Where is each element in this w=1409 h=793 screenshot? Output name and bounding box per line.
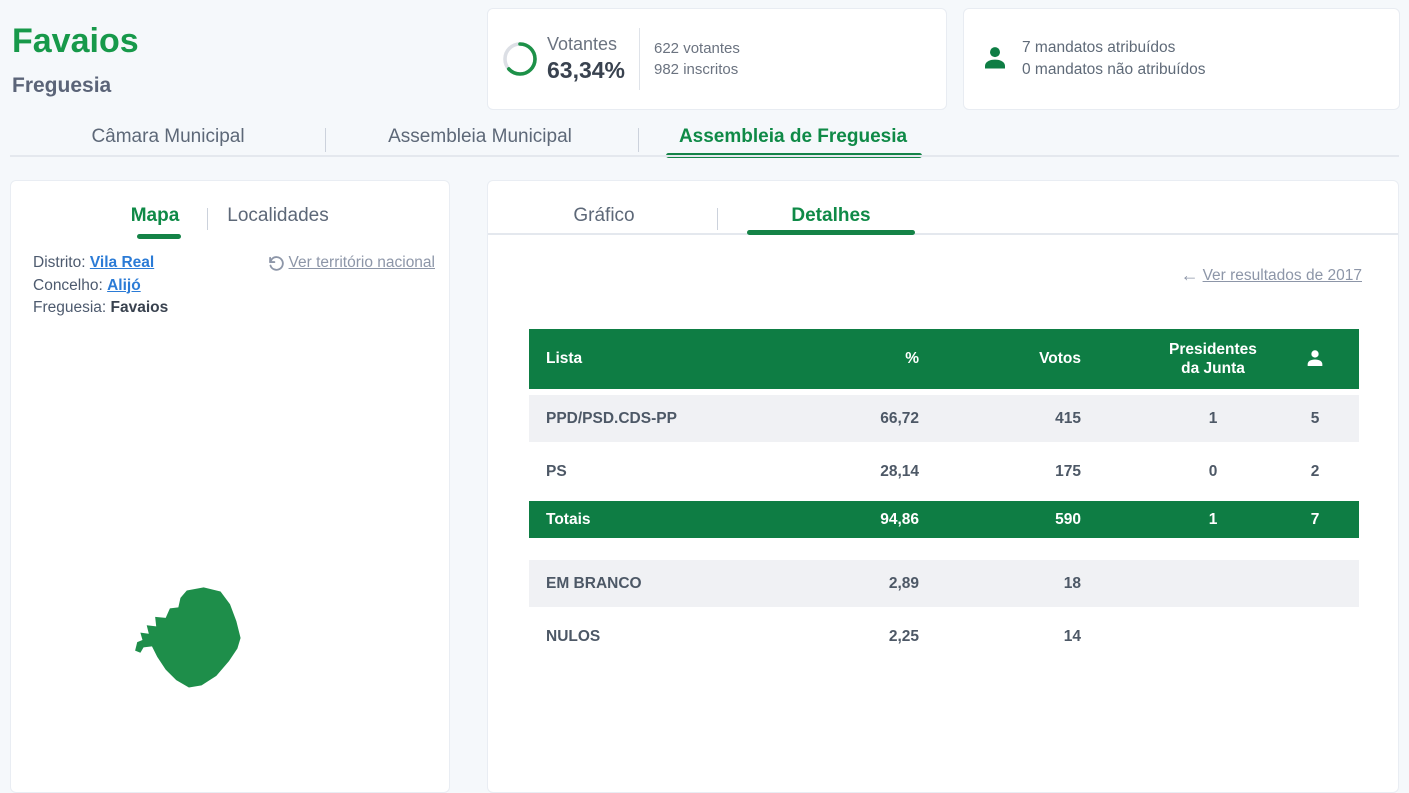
active-subtab-underline <box>747 230 915 235</box>
table-row-null-votes: NULOS 2,25 14 <box>529 613 1359 660</box>
header-presidentes: Presidentes da Junta <box>1169 341 1257 377</box>
turnout-gauge <box>501 40 539 78</box>
district-link[interactable]: Vila Real <box>89 254 155 271</box>
table-row: PS 28,14 175 0 2 <box>529 448 1359 495</box>
map-panel: Mapa Localidades Distrito: Vila Real Con… <box>10 180 450 793</box>
header-percent: % <box>905 350 919 367</box>
main-tab-bar: Câmara Municipal Assembleia Municipal As… <box>10 126 1400 158</box>
county-label: Concelho: <box>33 276 103 294</box>
tab-assembleia-municipal[interactable]: Assembleia Municipal <box>388 126 572 147</box>
turnout-card: Votantes 63,34% 622 votantes 982 inscrit… <box>487 8 947 110</box>
results-table: Lista % Votos Presidentes da Junta PPD/P… <box>529 329 1359 666</box>
tab-localidades[interactable]: Localidades <box>227 205 329 226</box>
mandates-card: 7 mandatos atribuídos 0 mandatos não atr… <box>963 8 1400 110</box>
national-territory-link[interactable]: Ver território nacional <box>268 254 435 272</box>
parish-value: Favaios <box>110 299 169 316</box>
left-arrow-icon: ← <box>1180 265 1199 285</box>
turnout-gauge-arc <box>503 42 537 76</box>
table-row: PPD/PSD.CDS-PP 66,72 415 1 5 <box>529 395 1359 442</box>
tab-separator <box>207 208 208 230</box>
mandates-unassigned: 0 mandatos não atribuídos <box>1022 61 1206 78</box>
subtab-baseline <box>488 233 1398 235</box>
page-subtitle: Freguesia <box>12 74 112 97</box>
header-mandates <box>1271 348 1359 370</box>
turnout-registered: 982 inscritos <box>654 61 739 78</box>
mandates-assigned: 7 mandatos atribuídos <box>1022 39 1176 56</box>
table-row-blank-votes: EM BRANCO 2,89 18 <box>529 560 1359 607</box>
person-icon <box>985 47 1005 69</box>
turnout-percent: 63,34% <box>547 57 626 83</box>
person-icon <box>1307 350 1323 366</box>
results-2017-link-text: Ver resultados de 2017 <box>1202 266 1362 284</box>
tab-grafico[interactable]: Gráfico <box>573 205 635 226</box>
table-header-row: Lista % Votos Presidentes da Junta <box>529 329 1359 389</box>
district-label: Distrito: <box>33 254 86 271</box>
national-territory-link-text: Ver território nacional <box>288 254 435 271</box>
turnout-label: Votantes <box>547 34 618 54</box>
results-panel: Gráfico Detalhes ← Ver resultados de 201… <box>487 180 1399 793</box>
table-totals-row: Totais 94,86 590 1 7 <box>529 501 1359 538</box>
header-lista: Lista <box>546 350 583 367</box>
active-subtab-underline <box>137 234 181 239</box>
county-link[interactable]: Alijó <box>107 276 141 294</box>
page-title: Favaios <box>12 22 139 60</box>
parish-map-shape[interactable] <box>127 581 255 697</box>
tab-assembleia-de-freguesia[interactable]: Assembleia de Freguesia <box>678 126 908 147</box>
turnout-voters: 622 votantes <box>654 40 740 57</box>
tab-separator <box>717 208 718 230</box>
card-divider <box>639 28 640 90</box>
tab-bar-baseline <box>10 155 1399 157</box>
undo-icon <box>268 255 284 271</box>
tab-detalhes[interactable]: Detalhes <box>791 205 871 226</box>
results-2017-link[interactable]: ← Ver resultados de 2017 <box>1181 265 1362 286</box>
tab-camara-municipal[interactable]: Câmara Municipal <box>91 126 245 147</box>
parish-label: Freguesia: <box>33 299 107 316</box>
tab-mapa[interactable]: Mapa <box>130 205 180 226</box>
header-votos: Votos <box>1039 350 1081 367</box>
tab-separator <box>638 128 639 152</box>
tab-separator <box>325 128 326 152</box>
